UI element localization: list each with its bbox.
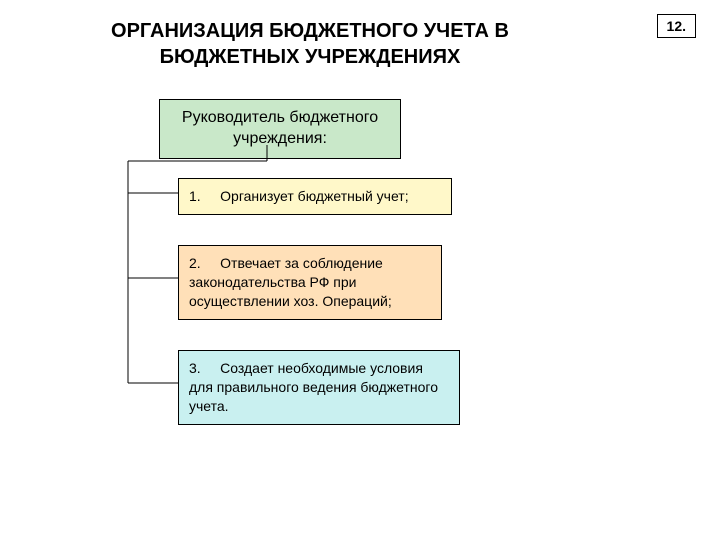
child-node-2-num: 2. xyxy=(189,255,201,271)
child-node-3-num: 3. xyxy=(189,360,201,376)
child-node-1-text: Организует бюджетный учет; xyxy=(220,188,408,204)
page-title: ОРГАНИЗАЦИЯ БЮДЖЕТНОГО УЧЕТА В БЮДЖЕТНЫХ… xyxy=(60,18,560,70)
child-node-1: 1. Организует бюджетный учет; xyxy=(178,178,452,215)
page-number: 12. xyxy=(657,14,696,38)
child-node-3-text: Создает необходимые условия для правильн… xyxy=(189,360,438,414)
child-node-3: 3. Создает необходимые условия для прави… xyxy=(178,350,460,425)
child-node-1-num: 1. xyxy=(189,188,201,204)
child-node-2-text: Отвечает за соблюдение законодательства … xyxy=(189,255,392,309)
root-node: Руководитель бюджетного учреждения: xyxy=(159,99,401,159)
child-node-2: 2. Отвечает за соблюдение законодательст… xyxy=(178,245,442,320)
root-node-label: Руководитель бюджетного учреждения: xyxy=(182,109,378,147)
